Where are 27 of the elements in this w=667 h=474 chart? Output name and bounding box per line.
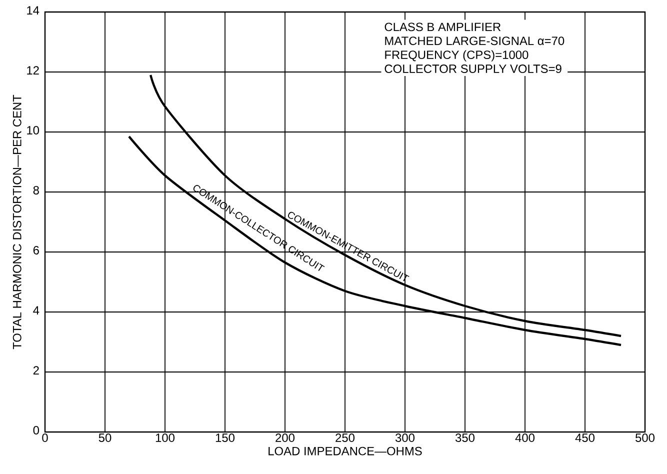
y-tick-label: 10 [27, 126, 40, 134]
annotation: CLASS B AMPLIFIER [384, 22, 501, 32]
y-tick-label: 8 [33, 186, 39, 194]
y-tick-label: 6 [33, 246, 39, 254]
annotation: FREQUENCY (CPS)=1000 [385, 50, 528, 62]
y-tick-label: 4 [33, 306, 40, 314]
y-tick-label: 0 [33, 426, 40, 434]
x-tick-label: 350 [455, 434, 475, 442]
x-tick-label: 250 [336, 434, 355, 442]
annotation: MATCHED LARGE-SIGNAL α=70 [385, 36, 564, 46]
x-tick-label: 300 [395, 434, 415, 442]
annotation: COLLECTOR SUPPLY VOLTS=9 [384, 64, 562, 73]
x-tick-label: 500 [636, 434, 655, 442]
x-tick-label: 200 [276, 434, 295, 442]
y-tick-label: 2 [33, 366, 39, 374]
line-series [128, 135, 622, 346]
x-tick-label: 100 [156, 434, 175, 442]
x-tick-label: 0 [42, 434, 48, 442]
x-tick-label: 150 [216, 434, 235, 442]
x-axis-title: LOAD IMPEDANCE—OHMS [268, 446, 422, 456]
x-tick-label: 450 [575, 434, 595, 442]
line-series [150, 74, 622, 338]
y-axis-title: TOTAL HARMONIC DISTORTION—PER CENT [12, 94, 22, 350]
y-tick-label: 12 [27, 66, 39, 74]
y-tick-label: 14 [27, 6, 40, 14]
x-tick-label: 400 [515, 434, 535, 442]
x-tick-label: 50 [98, 434, 112, 442]
